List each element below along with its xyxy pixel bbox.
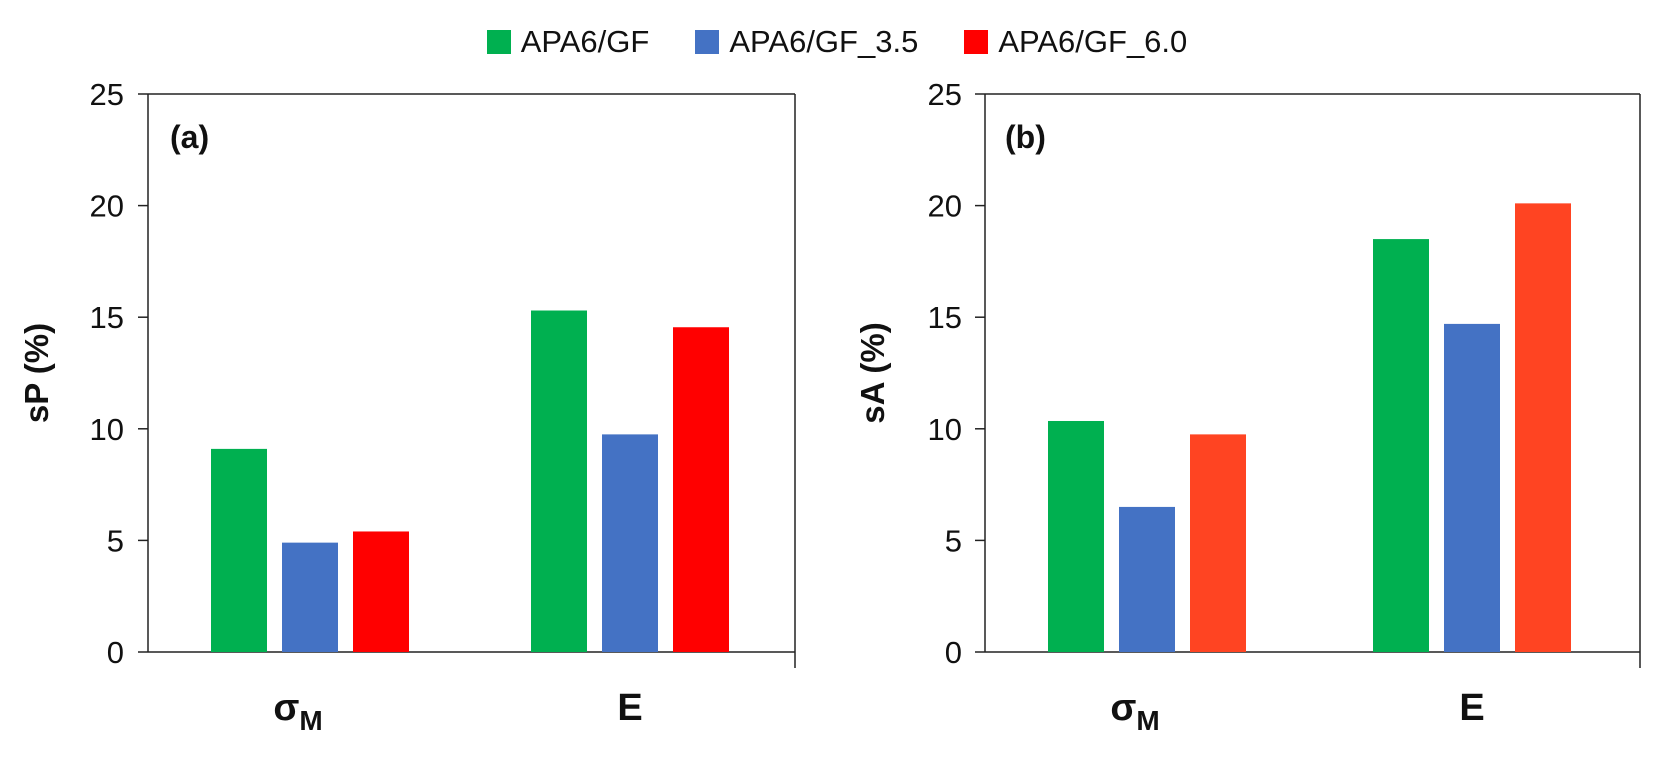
legend-swatch xyxy=(486,30,511,54)
bar-apa6-gf-1 xyxy=(531,310,587,652)
bar-apa6-gf-0 xyxy=(1048,420,1104,652)
bar-apa6-gf-1 xyxy=(1373,239,1429,652)
y-tick-label: 15 xyxy=(90,300,124,335)
panel-label: (b) xyxy=(1005,119,1046,155)
x-category-subscript: M xyxy=(1136,705,1159,736)
legend: APA6/GF APA6/GF_3.5 APA6/GF_6.0 xyxy=(0,24,1674,60)
bar-apa6-gf-3-5-1 xyxy=(602,434,658,652)
x-category-label: σM xyxy=(1110,687,1159,736)
x-category-label: σM xyxy=(273,687,322,736)
legend-item-apa6-gf: APA6/GF xyxy=(486,24,650,60)
legend-label: APA6/GF_3.5 xyxy=(729,24,919,59)
legend-item-apa6-gf-6-0: APA6/GF_6.0 xyxy=(964,24,1187,60)
x-category-label: E xyxy=(617,687,642,729)
chart-panel-a: 0 5 10 15 20 25 sP (%) (a) σM E xyxy=(18,77,796,736)
y-tick-label: 10 xyxy=(928,412,962,447)
bar-apa6-gf-6-0-0 xyxy=(353,531,409,652)
y-tick-label: 5 xyxy=(945,523,962,558)
y-tick-label: 20 xyxy=(90,189,124,224)
x-category-subscript: M xyxy=(299,705,322,736)
chart-panel-b: 0 5 10 15 20 25 sA (%) (b) σM E xyxy=(854,77,1641,736)
y-tick-label: 25 xyxy=(928,77,962,112)
y-axis-label: sA (%) xyxy=(854,322,891,423)
bar-apa6-gf-3-5-0 xyxy=(1119,506,1175,652)
panel-label: (a) xyxy=(170,119,209,155)
bar-apa6-gf-0 xyxy=(211,448,267,652)
legend-swatch xyxy=(964,30,989,54)
y-tick-label: 5 xyxy=(107,523,124,558)
y-tick-label: 10 xyxy=(90,412,124,447)
bar-apa6-gf-6-0-0 xyxy=(1190,434,1246,652)
legend-label: APA6/GF xyxy=(520,24,650,59)
y-tick-label: 25 xyxy=(90,77,124,112)
bar-apa6-gf-3-5-1 xyxy=(1444,323,1500,652)
y-tick-label: 0 xyxy=(107,635,124,670)
legend-item-apa6-gf-3-5: APA6/GF_3.5 xyxy=(695,24,918,60)
legend-label: APA6/GF_6.0 xyxy=(998,24,1188,59)
bar-apa6-gf-6-0-1 xyxy=(673,327,729,652)
y-tick-label: 15 xyxy=(928,300,962,335)
bar-apa6-gf-3-5-0 xyxy=(282,542,338,652)
legend-swatch xyxy=(695,30,720,54)
x-category-label: E xyxy=(1459,687,1484,729)
y-tick-label: 20 xyxy=(928,189,962,224)
y-tick-label: 0 xyxy=(945,635,962,670)
bar-apa6-gf-6-0-1 xyxy=(1515,203,1571,653)
y-axis-label: sP (%) xyxy=(18,323,55,423)
